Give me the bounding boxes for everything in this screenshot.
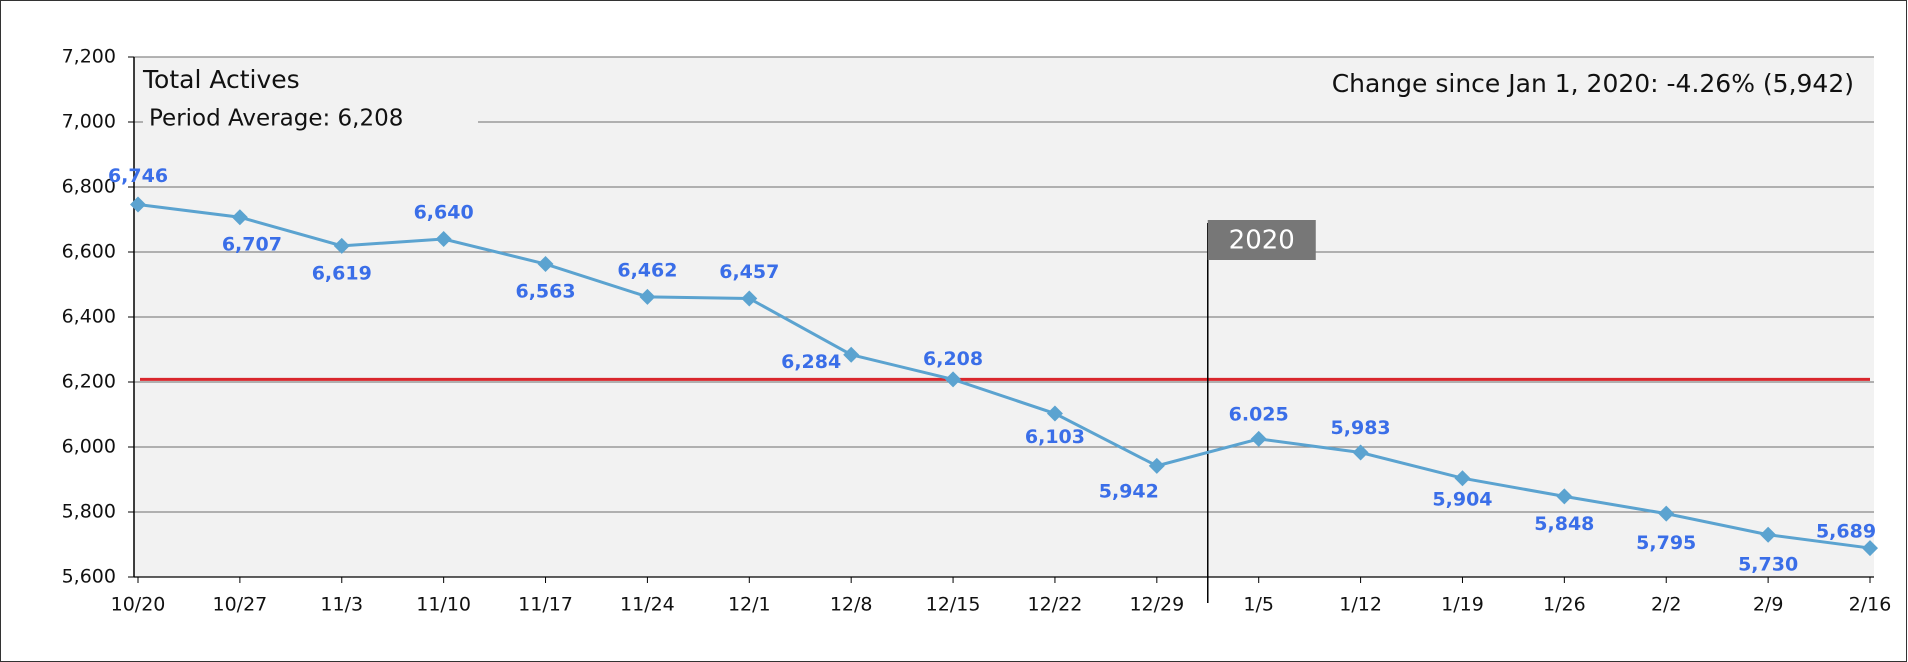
x-tick-label: 10/20 bbox=[111, 594, 166, 616]
x-tick-label: 2/16 bbox=[1849, 594, 1892, 616]
data-point bbox=[1046, 405, 1063, 422]
avg-label-bg bbox=[143, 102, 478, 134]
data-label: 6,707 bbox=[222, 234, 282, 256]
data-label: 5,795 bbox=[1636, 532, 1696, 554]
data-point bbox=[1352, 444, 1369, 461]
data-label: 5,689 bbox=[1816, 521, 1876, 543]
data-point bbox=[537, 256, 554, 273]
data-point bbox=[1250, 430, 1267, 447]
data-label: 6,640 bbox=[414, 202, 474, 224]
x-tick-label: 12/15 bbox=[926, 594, 981, 616]
chart-title: Total Actives bbox=[142, 65, 300, 94]
data-label: 5,730 bbox=[1738, 553, 1798, 575]
x-tick-label: 2/9 bbox=[1753, 594, 1784, 616]
y-tick-label: 7,000 bbox=[62, 111, 116, 133]
y-tick-label: 6,200 bbox=[62, 371, 116, 393]
data-point bbox=[843, 346, 860, 363]
marker-label: 2020 bbox=[1229, 226, 1295, 256]
y-tick-label: 6,800 bbox=[62, 176, 116, 198]
marker-box bbox=[1207, 220, 1316, 260]
data-point bbox=[1760, 526, 1777, 543]
data-label: 6.025 bbox=[1229, 403, 1289, 425]
data-point bbox=[1862, 540, 1878, 557]
data-label: 6,619 bbox=[312, 262, 372, 284]
data-label: 5,983 bbox=[1331, 417, 1391, 439]
title-bg bbox=[140, 66, 340, 98]
data-label: 5,904 bbox=[1432, 489, 1492, 511]
data-label: 6,208 bbox=[923, 348, 983, 370]
data-label: 6,462 bbox=[617, 259, 677, 281]
series-line bbox=[137, 203, 1871, 550]
data-point bbox=[1556, 488, 1573, 505]
x-tick-label: 11/17 bbox=[518, 594, 573, 616]
x-tick-label: 12/8 bbox=[830, 594, 873, 616]
x-tick-label: 11/24 bbox=[620, 594, 675, 616]
x-tick-label: 12/29 bbox=[1129, 594, 1184, 616]
reference-label: Period Average: 6,208 bbox=[149, 106, 403, 132]
x-tick-label: 1/12 bbox=[1339, 594, 1382, 616]
data-point bbox=[1454, 470, 1471, 487]
y-tick-label: 7,200 bbox=[62, 46, 116, 68]
data-label: 6,457 bbox=[719, 261, 779, 283]
x-tick-label: 1/26 bbox=[1543, 594, 1586, 616]
data-point bbox=[945, 371, 962, 388]
data-point bbox=[130, 196, 146, 213]
data-label: 6,103 bbox=[1025, 426, 1085, 448]
data-point bbox=[333, 237, 350, 254]
x-tick-label: 12/22 bbox=[1028, 594, 1083, 616]
y-tick-label: 6,600 bbox=[62, 241, 116, 263]
data-point bbox=[1148, 457, 1165, 474]
data-label: 5,942 bbox=[1099, 480, 1159, 502]
y-tick-label: 6,400 bbox=[62, 306, 116, 328]
annotation: Change since Jan 1, 2020: -4.26% (5,942) bbox=[1332, 69, 1854, 98]
data-point bbox=[639, 288, 656, 305]
data-point bbox=[1658, 505, 1675, 522]
x-tick-label: 2/2 bbox=[1651, 594, 1682, 616]
x-tick-label: 11/3 bbox=[320, 594, 363, 616]
x-tick-label: 11/10 bbox=[416, 594, 471, 616]
data-label: 6,746 bbox=[108, 165, 168, 187]
y-tick-label: 5,800 bbox=[62, 501, 116, 523]
y-tick-label: 5,600 bbox=[62, 566, 116, 588]
data-point bbox=[231, 209, 248, 226]
x-tick-label: 1/19 bbox=[1441, 594, 1484, 616]
x-tick-label: 12/1 bbox=[728, 594, 771, 616]
data-label: 6,563 bbox=[515, 281, 575, 303]
x-tick-label: 1/5 bbox=[1243, 594, 1274, 616]
data-label: 6,284 bbox=[781, 351, 841, 373]
x-tick-label: 10/27 bbox=[212, 594, 267, 616]
data-label: 5,848 bbox=[1534, 513, 1594, 535]
data-point bbox=[741, 290, 758, 307]
y-tick-label: 6,000 bbox=[62, 436, 116, 458]
data-point bbox=[435, 231, 452, 247]
